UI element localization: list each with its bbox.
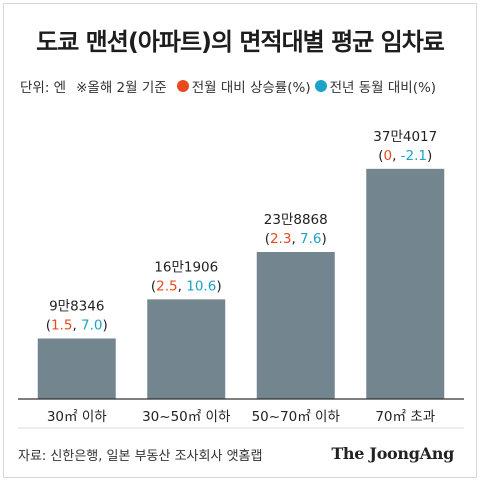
value-label-3: 23만8868 <box>264 212 328 228</box>
category-label-1: 30㎡ 이하 <box>47 409 107 425</box>
bar-3 <box>256 252 335 399</box>
chart-title: 도쿄 맨션(아파트)의 면적대별 평균 임차료 <box>36 28 445 56</box>
basis-note: ※올해 2월 기준 <box>76 80 167 96</box>
brand-logo: The JoongAng <box>331 444 454 463</box>
bar-chart: 9만8346 (1.5, 7.0) 30㎡ 이하 16만1906 (2.5, 10.6)… <box>18 129 464 429</box>
source-note: 자료: 신한은행, 일본 부동산 조사회사 앳홈랩 <box>18 449 263 464</box>
bar-1 <box>37 338 116 399</box>
legend-yearly-dot-icon <box>314 80 327 92</box>
subheader: 단위: 엔 ※올해 2월 기준 전월 대비 상승률(%) 전년 동월 대비(%) <box>20 76 440 96</box>
legend-monthly: 전월 대비 상승률(%) <box>176 76 311 96</box>
legend-yearly: 전년 동월 대비(%) <box>314 76 437 96</box>
legend-monthly-dot-icon <box>176 80 189 92</box>
legend-monthly-label: 전월 대비 상승률(%) <box>191 80 311 96</box>
legend-yearly-label: 전년 동월 대비(%) <box>329 80 437 96</box>
bar-2 <box>147 299 226 399</box>
value-label-2: 16만1906 <box>154 259 218 275</box>
value-label-4: 37만4017 <box>373 129 437 145</box>
unit-note: 단위: 엔 <box>20 80 67 96</box>
category-label-4: 70㎡ 초과 <box>375 409 435 425</box>
value-label-1: 9만8346 <box>49 298 104 314</box>
category-label-3: 50~70㎡ 이하 <box>252 409 341 425</box>
rate-label-3: (2.3, 7.6) <box>265 231 327 247</box>
rate-label-4: (0, -2.1) <box>378 148 432 164</box>
rate-label-2: (2.5, 10.6) <box>151 278 222 294</box>
rate-label-1: (1.5, 7.0) <box>46 317 108 333</box>
category-label-2: 30~50㎡ 이하 <box>142 409 231 425</box>
bar-4 <box>366 168 445 399</box>
infographic-card: 도쿄 맨션(아파트)의 면적대별 평균 임차료 단위: 엔 ※올해 2월 기준 … <box>3 3 477 478</box>
